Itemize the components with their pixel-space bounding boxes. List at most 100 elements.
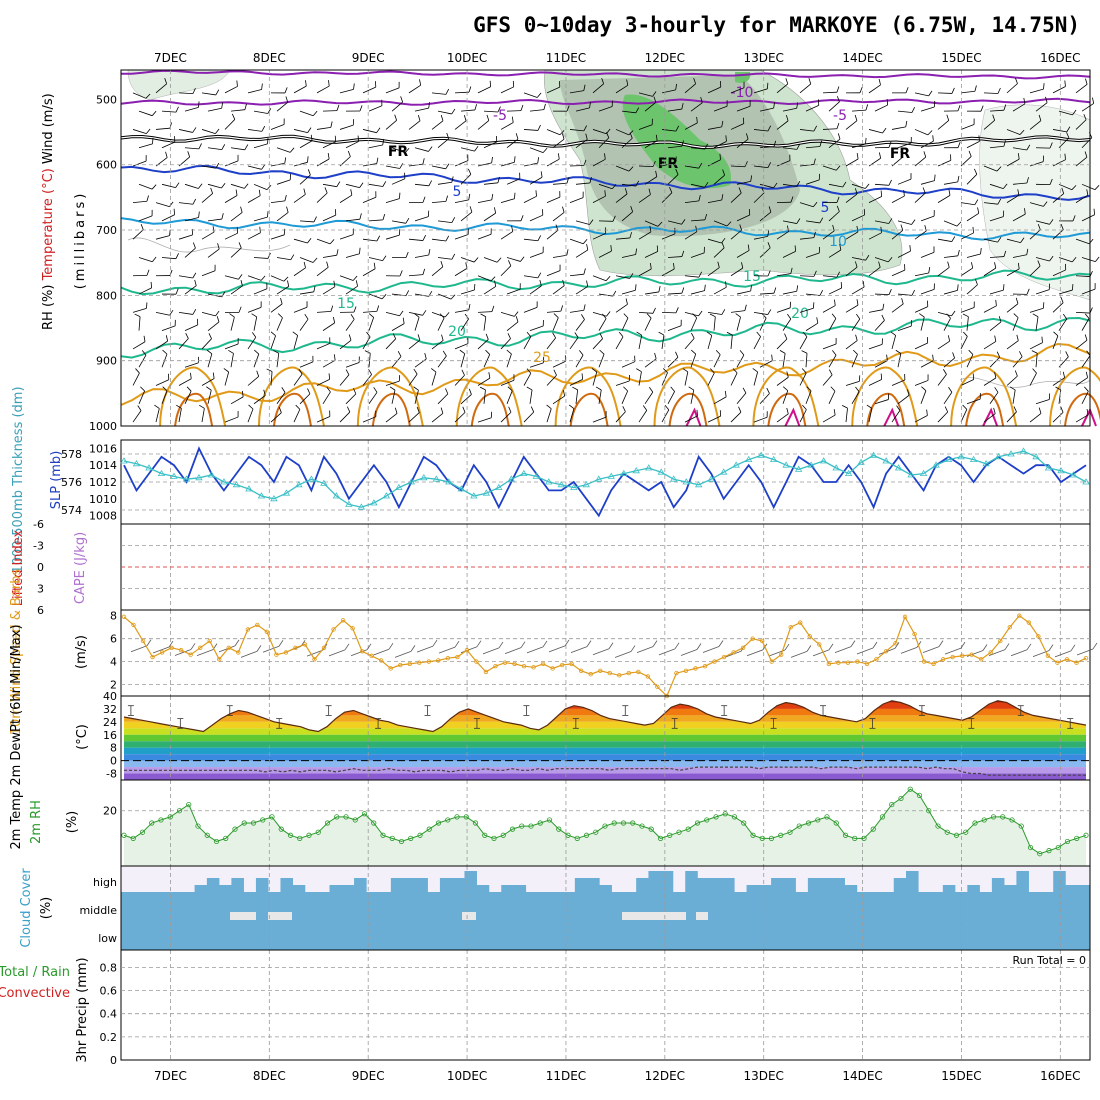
wind-barb [132, 308, 147, 313]
wind-barb [569, 238, 584, 245]
wind-barb [707, 86, 721, 94]
wind-barb [184, 147, 199, 150]
wind-barb [184, 391, 192, 404]
cloud-high-bar [697, 878, 711, 892]
wind-barb-flag [479, 386, 486, 391]
wind-barb-flag [658, 285, 661, 293]
wind-barb [345, 183, 360, 189]
wind-barb-flag [721, 242, 725, 248]
wind-speed-marker [655, 684, 660, 690]
wind-barb-flag [328, 373, 330, 380]
wind-barb-flag [368, 369, 372, 375]
rh-marker [389, 835, 395, 841]
wind-barb [1006, 411, 1017, 423]
wind-barb [437, 293, 452, 300]
wind-barb [546, 374, 557, 386]
wind-barb [178, 378, 192, 386]
wind-barb-flag [1003, 140, 1006, 147]
wind-barb [845, 304, 859, 313]
wind-barb [394, 650, 412, 658]
wind-barb-flag [135, 368, 140, 374]
wind-barb-flag [558, 153, 560, 160]
wind-barb-flag [422, 196, 426, 203]
wind-barb-flag [263, 389, 266, 396]
wind-barb [1029, 120, 1042, 130]
wind-barb [1081, 391, 1089, 404]
wind-barb [529, 325, 544, 332]
wind-barb [878, 648, 896, 655]
wind-barb [138, 390, 145, 404]
wind-barb [684, 165, 699, 169]
rh-marker [778, 832, 784, 838]
wind-barb [184, 217, 199, 222]
wind-barb [322, 110, 338, 112]
cloud-ylabel: Cloud Cover [19, 868, 34, 948]
wind-barb-flag [1031, 350, 1038, 354]
wind-barb-flag [648, 188, 651, 195]
contour-label: 5 [821, 200, 830, 216]
wind-barb-flag [779, 350, 786, 354]
wind-barb-flag [1017, 153, 1020, 160]
wind-barb-flag [256, 645, 262, 652]
wind-barb-flag [399, 310, 404, 317]
rh-marker [445, 817, 451, 823]
rh-marker [750, 832, 756, 838]
contour-label: 10 [829, 234, 847, 250]
wind-barb [500, 265, 512, 277]
wind-speed-marker [636, 669, 641, 675]
rh-contour [127, 237, 291, 253]
wind-barb-flag [911, 106, 916, 113]
wind-barb [201, 129, 216, 135]
wind-barb [569, 337, 579, 350]
wind-barb [615, 380, 630, 386]
wind-barb-flag [350, 189, 353, 196]
wind-barb-flag [244, 103, 247, 110]
wind-speed-marker [779, 652, 784, 657]
thickness-marker [844, 469, 853, 476]
date-label-top: 16DEC [1040, 51, 1080, 65]
wind-speed-marker [645, 674, 651, 679]
rh-marker [602, 823, 608, 829]
wind-speed-marker [979, 657, 984, 662]
wind-barb [529, 147, 544, 153]
cloud-high-bar [685, 871, 698, 892]
wind-barb-flag [859, 87, 863, 93]
wind-barb [437, 317, 445, 331]
wind-barb-flag [957, 284, 959, 291]
cloud-gap [622, 912, 686, 920]
wind-barb [914, 415, 928, 423]
wind-barb-flag [948, 387, 953, 393]
wind-barb-flag [761, 313, 767, 319]
wind-speed-marker [617, 673, 622, 678]
wind-barb-flag [1023, 97, 1026, 104]
wind-barb-flag [498, 641, 504, 649]
wind-barb-flag [530, 406, 535, 413]
wind-barb [460, 394, 472, 405]
wind-speed-marker [588, 672, 593, 677]
wind-barb [224, 275, 239, 280]
wind-barb [184, 324, 198, 331]
wind-barb-flag [280, 297, 283, 304]
wind-barb-flag [586, 280, 589, 287]
wind-barb-flag [278, 640, 284, 647]
rh-marker [1027, 844, 1034, 851]
rh-marker [343, 814, 349, 820]
wind-barb-flag [836, 96, 840, 102]
wind-barb-flag [704, 143, 709, 150]
rh-marker [907, 786, 913, 792]
wind-barb-flag [540, 171, 543, 178]
wind-barb [661, 409, 670, 423]
wind-barb-flag [198, 101, 200, 108]
cloud-level-label: high [93, 876, 117, 889]
wind-barb [661, 233, 676, 240]
wind-barb [638, 268, 652, 277]
temp-band [124, 747, 1086, 755]
wind-barb [438, 646, 456, 654]
cloud-high-bar [832, 878, 845, 892]
cloud-high-bar [648, 871, 661, 892]
wind-barb [661, 89, 676, 94]
wind-barb-flag [428, 146, 433, 152]
wind-barb-flag [192, 198, 197, 205]
cloud-high-bar [820, 878, 833, 892]
